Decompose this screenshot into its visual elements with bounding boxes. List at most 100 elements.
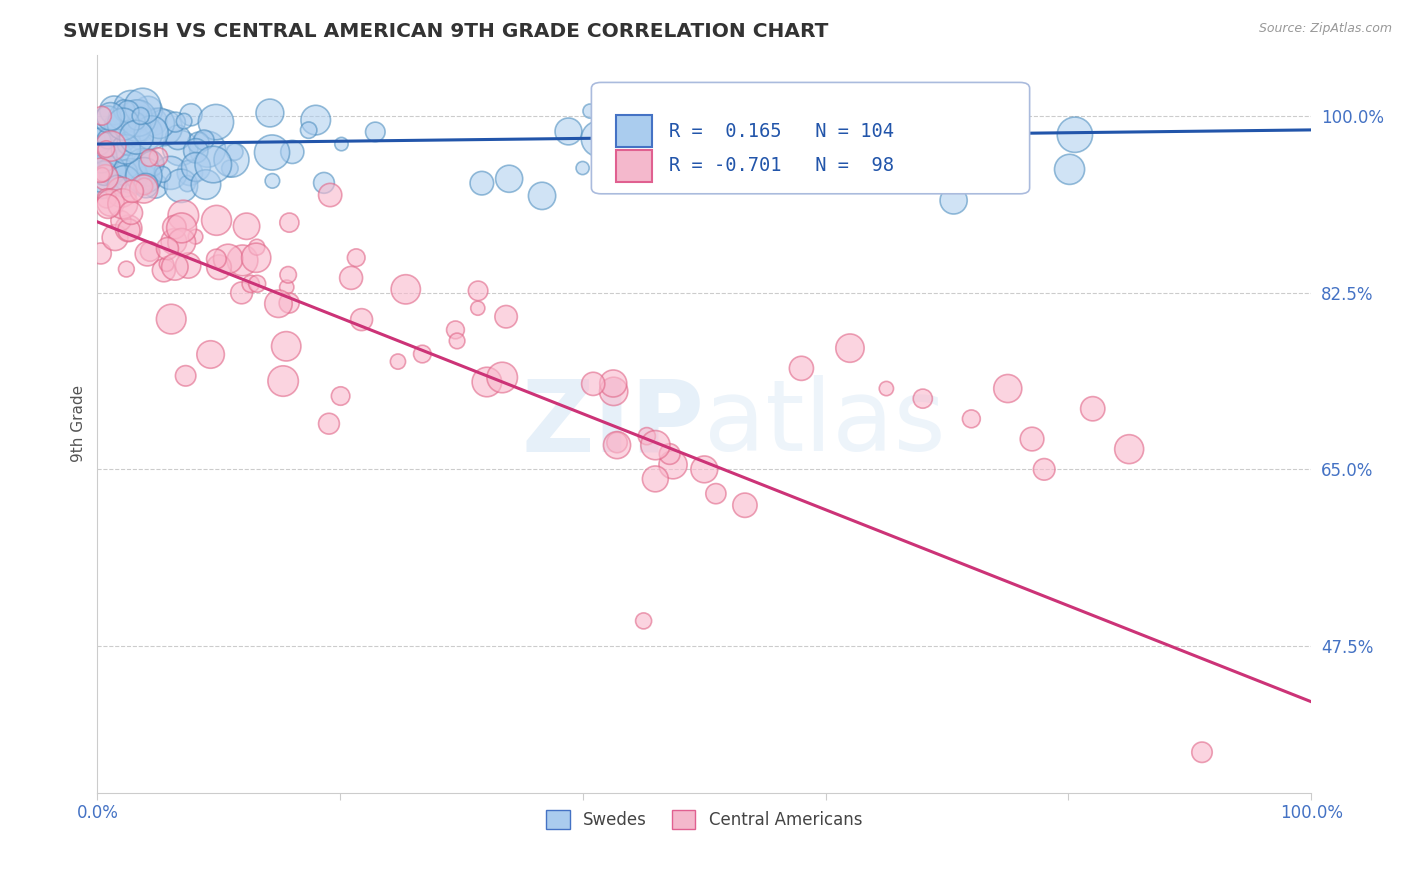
Point	[173, 114, 195, 128]
Point	[703, 170, 725, 185]
Point	[97, 142, 120, 156]
Point	[531, 189, 554, 203]
Point	[219, 161, 242, 176]
Point	[693, 462, 716, 476]
Bar	[616, 150, 652, 182]
Point	[260, 145, 283, 160]
Point	[100, 139, 122, 153]
Point	[131, 157, 153, 171]
Point	[153, 263, 176, 277]
Point	[125, 114, 148, 128]
Point	[208, 260, 231, 275]
Point	[156, 242, 179, 256]
Point	[658, 447, 681, 461]
Point	[224, 145, 246, 159]
Point	[582, 376, 605, 391]
Point	[136, 246, 159, 260]
Point	[135, 169, 157, 183]
Bar	[616, 115, 652, 147]
Point	[121, 121, 143, 136]
Point	[89, 163, 111, 178]
Point	[91, 176, 114, 190]
Point	[125, 130, 148, 145]
Point	[143, 178, 166, 193]
Point	[278, 216, 301, 230]
Point	[221, 153, 243, 167]
Point	[110, 110, 132, 124]
Point	[163, 220, 186, 235]
Point	[184, 160, 207, 174]
Point	[138, 151, 160, 165]
Point	[131, 99, 153, 113]
Point	[246, 277, 269, 291]
Point	[997, 382, 1019, 396]
Point	[942, 194, 965, 208]
Point	[118, 136, 141, 151]
Point	[444, 323, 467, 337]
Legend: Swedes, Central Americans: Swedes, Central Americans	[540, 804, 869, 836]
Point	[117, 104, 139, 119]
Point	[148, 150, 170, 164]
Point	[704, 486, 727, 500]
Point	[1059, 162, 1081, 177]
Point	[246, 240, 269, 254]
Point	[911, 392, 934, 406]
Point	[319, 188, 342, 202]
Point	[194, 178, 217, 192]
Point	[94, 170, 117, 185]
Point	[112, 103, 135, 118]
Point	[111, 126, 134, 140]
Point	[1033, 462, 1056, 476]
Point	[1021, 432, 1043, 446]
Point	[197, 142, 219, 156]
Point	[875, 382, 897, 396]
Point	[117, 221, 139, 235]
Point	[276, 280, 298, 294]
Point	[174, 368, 197, 383]
Text: R =  0.165   N = 104: R = 0.165 N = 104	[669, 121, 894, 141]
Point	[89, 131, 111, 145]
Point	[688, 138, 710, 153]
Point	[179, 166, 201, 180]
Point	[271, 374, 294, 388]
Point	[112, 117, 135, 131]
Point	[205, 252, 228, 266]
Point	[96, 191, 118, 205]
Point	[159, 166, 181, 180]
Point	[105, 178, 128, 192]
Text: atlas: atlas	[704, 376, 946, 473]
Point	[127, 111, 149, 125]
Point	[93, 166, 115, 180]
Point	[184, 144, 207, 158]
Point	[267, 297, 290, 311]
Point	[900, 154, 922, 169]
Point	[134, 126, 156, 140]
Point	[101, 163, 124, 178]
Point	[187, 136, 209, 150]
Point	[602, 384, 624, 399]
Point	[96, 142, 118, 156]
Point	[277, 268, 299, 282]
Point	[120, 206, 142, 220]
Point	[170, 221, 193, 235]
Point	[298, 123, 321, 137]
Point	[395, 282, 418, 296]
Point	[114, 166, 136, 180]
Point	[340, 271, 363, 285]
Point	[734, 498, 756, 512]
Point	[97, 199, 120, 213]
Point	[176, 177, 198, 191]
Point	[799, 134, 821, 148]
Point	[807, 139, 830, 153]
Point	[167, 130, 190, 145]
Point	[730, 106, 752, 120]
Point	[132, 169, 155, 183]
Point	[100, 195, 122, 210]
Point	[91, 109, 114, 123]
Point	[644, 438, 666, 452]
Point	[245, 251, 267, 265]
Point	[103, 103, 125, 118]
Point	[231, 253, 253, 268]
Point	[662, 124, 685, 138]
Point	[312, 176, 335, 190]
